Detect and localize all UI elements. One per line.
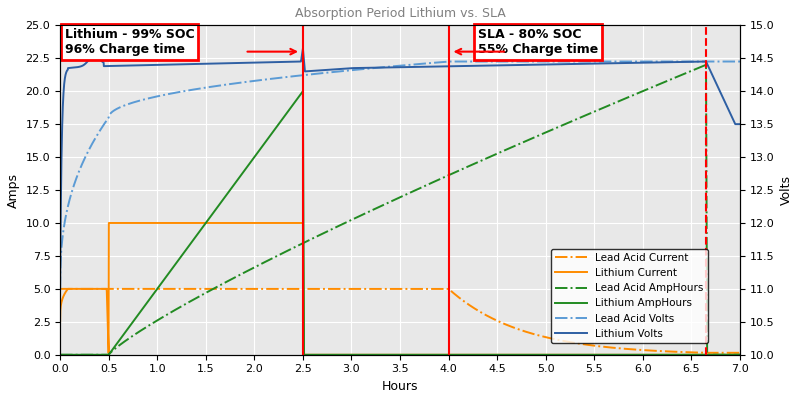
Lead Acid Current	[346, 286, 355, 291]
Line: Lithium Current: Lithium Current	[60, 223, 740, 355]
Lithium Current	[649, 352, 658, 357]
Lithium AmpHours	[346, 352, 355, 357]
Lead Acid AmpHours	[316, 232, 326, 237]
Lead Acid Volts	[722, 59, 732, 64]
Lithium Volts	[722, 104, 732, 109]
Lead Acid Volts	[55, 286, 65, 291]
Lithium Volts	[649, 60, 658, 65]
Lead Acid Current	[133, 286, 142, 291]
Lead Acid Current	[173, 286, 182, 291]
Lithium AmpHours	[316, 352, 326, 357]
Line: Lead Acid Current: Lead Acid Current	[60, 289, 740, 353]
Lead Acid Current	[316, 286, 326, 291]
Lithium AmpHours	[133, 313, 142, 318]
X-axis label: Hours: Hours	[382, 380, 418, 393]
Y-axis label: Amps: Amps	[7, 172, 20, 208]
Lead Acid Current	[722, 350, 732, 355]
Lithium Current	[317, 352, 326, 357]
Lead Acid Current	[649, 348, 658, 353]
Lead Acid AmpHours	[702, 62, 711, 67]
Legend: Lead Acid Current, Lithium Current, Lead Acid AmpHours, Lithium AmpHours, Lead A: Lead Acid Current, Lithium Current, Lead…	[551, 249, 708, 343]
Lead Acid Volts	[173, 90, 182, 95]
Lead Acid Volts	[316, 71, 326, 76]
Line: Lead Acid Volts: Lead Acid Volts	[60, 62, 740, 289]
Lead Acid Volts	[735, 59, 745, 64]
Lithium AmpHours	[649, 352, 658, 357]
Lead Acid Volts	[346, 68, 355, 73]
Lithium AmpHours	[722, 352, 732, 357]
Lithium AmpHours	[55, 352, 65, 357]
Lithium Current	[55, 320, 65, 324]
Lithium Volts	[316, 68, 326, 73]
Lithium AmpHours	[173, 258, 182, 263]
Lead Acid Current	[702, 350, 711, 355]
Lithium Volts	[735, 122, 745, 126]
Lithium Current	[104, 220, 114, 225]
Lead Acid AmpHours	[649, 84, 658, 89]
Lithium Volts	[346, 66, 355, 70]
Lithium Volts	[298, 46, 308, 51]
Lead Acid AmpHours	[173, 306, 182, 311]
Lithium Current	[722, 352, 732, 357]
Text: SLA - 80% SOC
55% Charge time: SLA - 80% SOC 55% Charge time	[478, 28, 598, 56]
Lead Acid Volts	[649, 59, 658, 64]
Y-axis label: Volts: Volts	[780, 175, 793, 205]
Line: Lithium AmpHours: Lithium AmpHours	[60, 91, 740, 355]
Lead Acid Current	[55, 286, 65, 291]
Lithium Volts	[55, 286, 65, 291]
Line: Lithium Volts: Lithium Volts	[60, 48, 740, 289]
Lithium AmpHours	[298, 89, 308, 94]
Lithium Current	[346, 352, 355, 357]
Lead Acid AmpHours	[55, 352, 65, 357]
Lithium Current	[133, 220, 142, 225]
Title: Absorption Period Lithium vs. SLA: Absorption Period Lithium vs. SLA	[294, 7, 506, 20]
Lithium Current	[174, 220, 183, 225]
Lithium Current	[735, 352, 745, 357]
Lead Acid AmpHours	[735, 352, 745, 357]
Lead Acid Volts	[133, 99, 142, 104]
Lead Acid Volts	[444, 59, 454, 64]
Line: Lead Acid AmpHours: Lead Acid AmpHours	[60, 65, 740, 355]
Lithium Volts	[133, 63, 142, 68]
Lead Acid AmpHours	[722, 352, 732, 357]
Lead Acid AmpHours	[346, 218, 355, 223]
Lithium AmpHours	[735, 352, 745, 357]
Lead Acid Current	[735, 350, 745, 355]
Text: Lithium - 99% SOC
96% Charge time: Lithium - 99% SOC 96% Charge time	[65, 28, 194, 56]
Lithium Current	[299, 352, 309, 357]
Lead Acid AmpHours	[133, 330, 142, 335]
Lithium Volts	[173, 62, 182, 67]
